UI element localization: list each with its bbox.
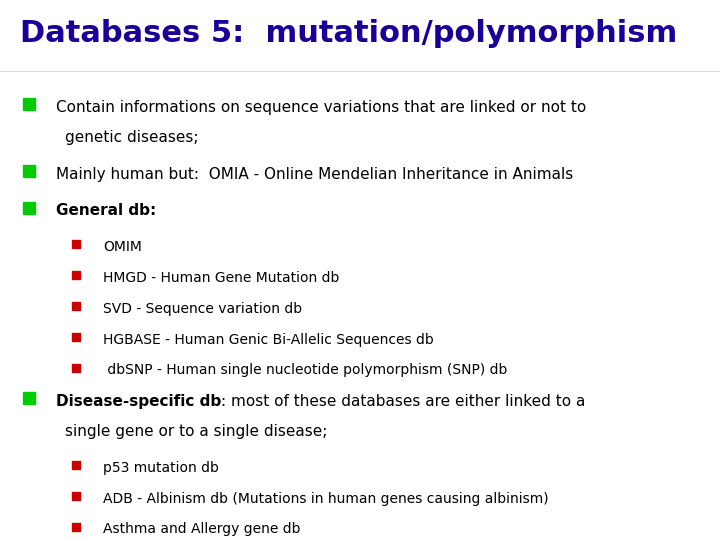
Text: Disease-specific db: Disease-specific db — [56, 394, 222, 409]
Text: dbSNP - Human single nucleotide polymorphism (SNP) db: dbSNP - Human single nucleotide polymorp… — [103, 363, 508, 377]
Text: p53 mutation db: p53 mutation db — [103, 461, 219, 475]
Text: Mainly human but:  OMIA - Online Mendelian Inheritance in Animals: Mainly human but: OMIA - Online Mendelia… — [56, 167, 573, 182]
Text: single gene or to a single disease;: single gene or to a single disease; — [65, 424, 327, 439]
Text: SVD - Sequence variation db: SVD - Sequence variation db — [103, 302, 302, 316]
Text: OMIM: OMIM — [103, 240, 142, 254]
Text: : most of these databases are either linked to a: : most of these databases are either lin… — [222, 394, 586, 409]
Text: HMGD - Human Gene Mutation db: HMGD - Human Gene Mutation db — [103, 271, 339, 285]
Text: Contain informations on sequence variations that are linked or not to: Contain informations on sequence variati… — [56, 100, 586, 115]
Text: ADB - Albinism db (Mutations in human genes causing albinism): ADB - Albinism db (Mutations in human ge… — [103, 492, 549, 505]
Text: Asthma and Allergy gene db: Asthma and Allergy gene db — [103, 523, 300, 536]
Text: Databases 5:  mutation/polymorphism: Databases 5: mutation/polymorphism — [20, 19, 678, 48]
Text: genetic diseases;: genetic diseases; — [65, 130, 198, 145]
Text: General db:: General db: — [56, 204, 156, 219]
Text: HGBASE - Human Genic Bi-Allelic Sequences db: HGBASE - Human Genic Bi-Allelic Sequence… — [103, 333, 433, 347]
